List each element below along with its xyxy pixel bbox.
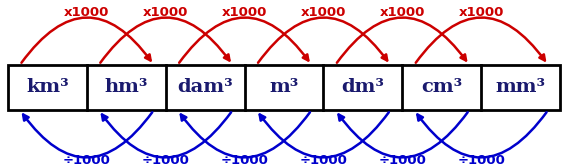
Text: x1000: x1000 xyxy=(222,7,268,19)
Text: hm³: hm³ xyxy=(105,78,148,96)
FancyArrowPatch shape xyxy=(258,17,387,63)
Text: ÷1000: ÷1000 xyxy=(378,154,426,166)
Text: km³: km³ xyxy=(26,78,69,96)
Text: mm³: mm³ xyxy=(495,78,546,96)
Text: ÷1000: ÷1000 xyxy=(220,154,269,166)
FancyArrowPatch shape xyxy=(339,112,467,157)
FancyArrowPatch shape xyxy=(181,112,310,157)
FancyArrowPatch shape xyxy=(417,112,546,157)
Text: m³: m³ xyxy=(269,78,299,96)
FancyArrowPatch shape xyxy=(260,112,389,157)
Text: dm³: dm³ xyxy=(341,78,385,96)
Text: ÷1000: ÷1000 xyxy=(63,154,111,166)
Bar xyxy=(8,65,560,110)
Text: x1000: x1000 xyxy=(379,7,425,19)
FancyArrowPatch shape xyxy=(23,112,152,157)
Text: x1000: x1000 xyxy=(458,7,504,19)
Text: ÷1000: ÷1000 xyxy=(457,154,505,166)
FancyArrowPatch shape xyxy=(102,112,231,157)
Text: x1000: x1000 xyxy=(300,7,346,19)
Text: x1000: x1000 xyxy=(143,7,189,19)
Text: x1000: x1000 xyxy=(64,7,110,19)
Text: cm³: cm³ xyxy=(421,78,462,96)
FancyArrowPatch shape xyxy=(416,17,545,63)
Text: ÷1000: ÷1000 xyxy=(299,154,348,166)
FancyArrowPatch shape xyxy=(179,17,308,63)
FancyArrowPatch shape xyxy=(22,17,151,63)
FancyArrowPatch shape xyxy=(337,17,466,63)
FancyArrowPatch shape xyxy=(101,17,229,63)
Text: dam³: dam³ xyxy=(177,78,233,96)
Text: ÷1000: ÷1000 xyxy=(142,154,190,166)
